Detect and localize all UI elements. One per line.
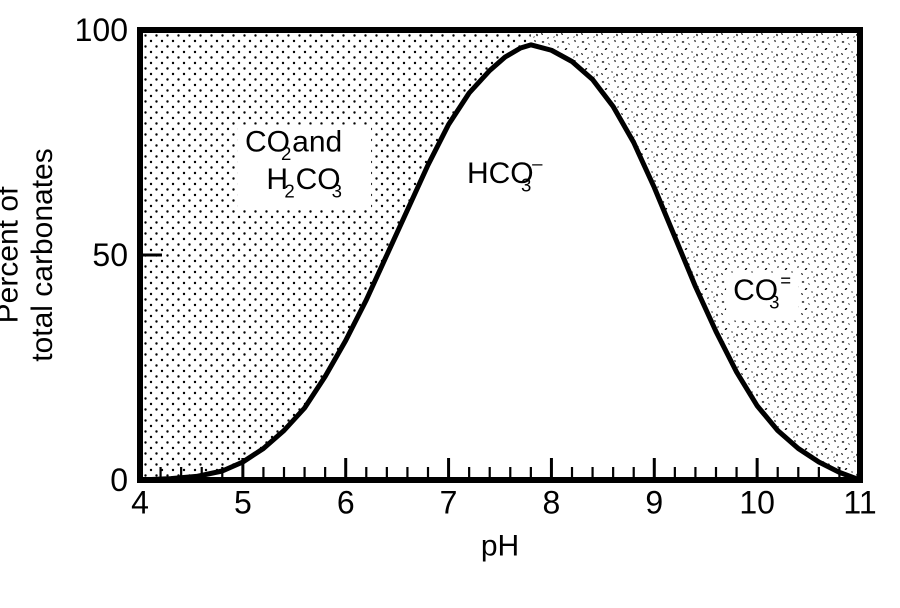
svg-text:and: and (292, 126, 342, 159)
svg-text:2: 2 (281, 143, 291, 164)
svg-text:3: 3 (769, 291, 779, 312)
x-axis-label: pH (481, 530, 519, 563)
label-hco3: HCO3– (467, 153, 543, 196)
x-tick-label: 10 (739, 485, 775, 521)
y-axis-label: Percent oftotal carbonates (0, 148, 59, 361)
svg-text:–: – (532, 153, 543, 174)
svg-text:=: = (780, 270, 791, 291)
x-tick-label: 4 (131, 485, 149, 521)
x-tick-label: 6 (337, 485, 355, 521)
y-tick-label: 50 (92, 237, 128, 273)
svg-text:3: 3 (521, 174, 531, 195)
svg-text:2: 2 (284, 180, 294, 201)
y-tick-label: 100 (75, 12, 128, 48)
label-co2-h2co3: CO2 andH2CO3 (238, 125, 371, 210)
svg-text:3: 3 (332, 180, 342, 201)
chart-svg: CO2 andH2CO3 HCO3– CO3= 4 5 6 7 8 9 10 11 0 50 100 pH P… (0, 0, 900, 608)
x-tick-label: 11 (843, 485, 876, 521)
x-tick-label: 8 (543, 485, 561, 521)
y-tick-label: 0 (110, 462, 128, 498)
x-tick-label: 9 (645, 485, 663, 521)
x-tick-label: 5 (234, 485, 252, 521)
carbonate-speciation-chart: CO2 andH2CO3 HCO3– CO3= 4 5 6 7 8 9 10 11 0 50 100 pH P… (0, 0, 900, 608)
label-co3: CO3= (726, 270, 798, 321)
x-tick-label: 7 (440, 485, 458, 521)
